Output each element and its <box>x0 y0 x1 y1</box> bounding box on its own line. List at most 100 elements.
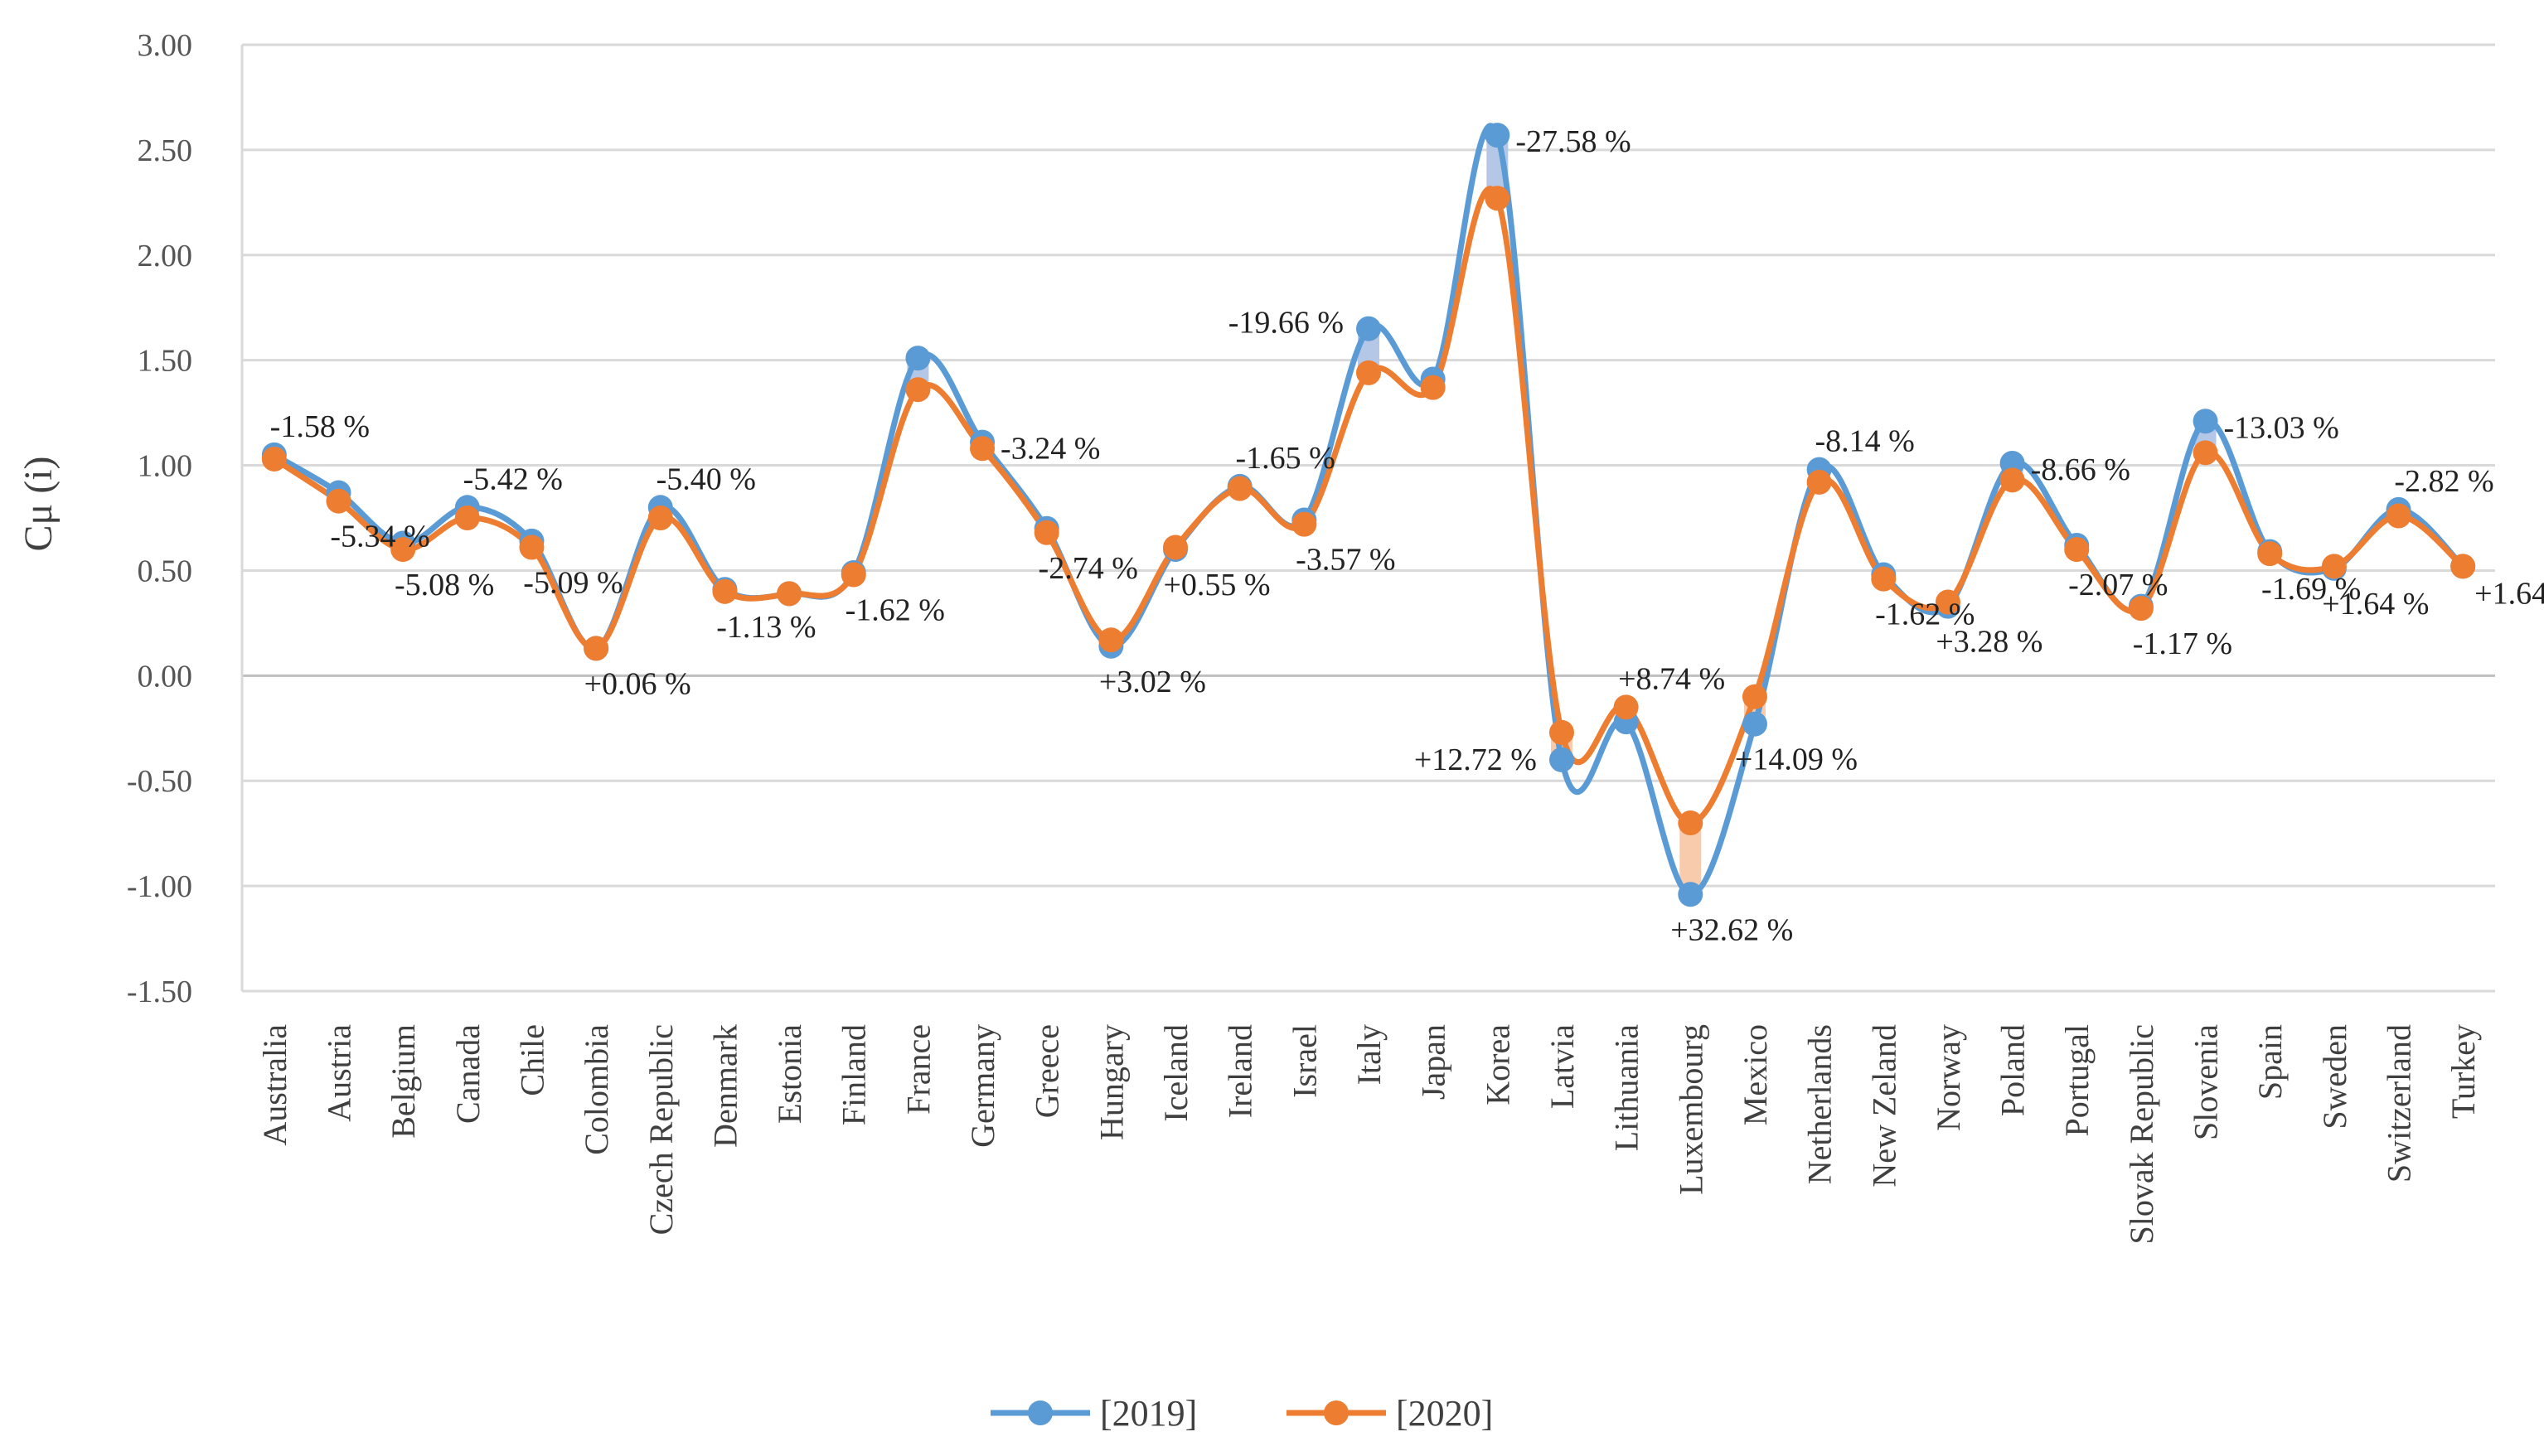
data-point-2020[interactable] <box>647 505 673 530</box>
data-point-2020[interactable] <box>1935 589 1960 615</box>
y-tick-label: -1.00 <box>127 869 192 904</box>
x-tick-label: Germany <box>964 1024 1001 1148</box>
data-label: +3.28 % <box>1936 625 2042 660</box>
y-tick-label: 3.00 <box>138 28 193 63</box>
data-point-2020[interactable] <box>1999 467 2025 493</box>
data-point-2020[interactable] <box>712 578 738 604</box>
x-tick-label: Australia <box>256 1024 293 1146</box>
data-point-2020[interactable] <box>2128 596 2154 622</box>
data-label: -5.34 % <box>330 520 429 554</box>
data-point-2020[interactable] <box>584 636 609 661</box>
data-point-2020[interactable] <box>1485 186 1510 211</box>
data-point-2020[interactable] <box>905 377 931 403</box>
y-tick-label: 1.50 <box>138 344 193 379</box>
data-label: +1.64 % <box>2322 587 2429 622</box>
data-point-2020[interactable] <box>2064 537 2090 563</box>
legend[interactable]: [2019] [2020] <box>991 1393 1493 1434</box>
data-label: -1.65 % <box>1236 441 1335 476</box>
data-point-2020[interactable] <box>390 537 416 563</box>
data-label: -2.74 % <box>1039 551 1138 586</box>
y-tick-label: -1.50 <box>127 975 192 1009</box>
data-label: +0.55 % <box>1163 568 1270 602</box>
data-point-2019[interactable] <box>1485 123 1510 148</box>
legend-marker <box>1028 1400 1053 1425</box>
x-tick-label: Colombia <box>578 1024 615 1155</box>
x-tick-label: Netherlands <box>1801 1024 1839 1184</box>
data-label: -5.08 % <box>395 568 494 602</box>
data-label: -1.17 % <box>2133 626 2232 661</box>
data-label: +12.72 % <box>1414 743 1537 777</box>
x-tick-label: Lithuania <box>1608 1024 1645 1152</box>
data-label: +14.09 % <box>1735 743 1858 777</box>
data-label: -1.69 % <box>2261 572 2361 607</box>
data-label: -1.62 % <box>846 593 945 628</box>
x-tick-label: Estonia <box>771 1024 808 1124</box>
data-point-2020[interactable] <box>326 488 351 514</box>
series-line-2020 <box>272 186 2465 826</box>
data-point-2020[interactable] <box>841 562 866 588</box>
data-point-2020[interactable] <box>1291 511 1317 537</box>
data-point-2019[interactable] <box>905 346 931 371</box>
data-point-2020[interactable] <box>454 505 480 530</box>
data-point-2020[interactable] <box>777 581 802 607</box>
data-point-2020[interactable] <box>1806 469 1832 495</box>
data-point-2020[interactable] <box>1613 694 1639 720</box>
data-point-2020[interactable] <box>261 446 287 472</box>
x-tick-label: Japan <box>1415 1024 1452 1100</box>
data-point-2020[interactable] <box>1227 476 1253 501</box>
data-label: -3.57 % <box>1296 543 1395 578</box>
data-label: +32.62 % <box>1670 912 1793 947</box>
data-point-2020[interactable] <box>970 436 996 462</box>
data-point-2020[interactable] <box>1742 684 1767 709</box>
data-point-2020[interactable] <box>519 535 545 560</box>
data-label: -2.07 % <box>2068 568 2168 602</box>
x-tick-label: Iceland <box>1157 1024 1194 1122</box>
x-tick-label: Korea <box>1479 1024 1516 1105</box>
x-tick-label: Spain <box>2251 1024 2289 1100</box>
data-label: -13.03 % <box>2224 410 2339 445</box>
x-tick-label: Ireland <box>1222 1024 1259 1118</box>
data-point-2020[interactable] <box>1420 375 1446 400</box>
data-point-2020[interactable] <box>2450 554 2476 579</box>
data-point-2020[interactable] <box>2257 541 2283 567</box>
data-label: +8.74 % <box>1618 661 1725 696</box>
x-tick-label: Italy <box>1350 1024 1388 1085</box>
legend-label: [2020] <box>1396 1393 1493 1434</box>
x-tick-label: Greece <box>1029 1024 1066 1118</box>
data-label: -3.24 % <box>1001 432 1100 467</box>
data-point-2020[interactable] <box>1871 566 1897 592</box>
x-tick-label: Belgium <box>385 1024 422 1139</box>
data-point-2020[interactable] <box>1678 810 1703 835</box>
x-tick-label: Mexico <box>1737 1024 1774 1125</box>
x-tick-label: France <box>899 1024 937 1115</box>
data-label: -8.66 % <box>2031 452 2130 487</box>
data-point-2019[interactable] <box>1548 747 1574 772</box>
x-tick-label: Luxembourg <box>1672 1024 1709 1195</box>
x-tick-label: Turkey <box>2445 1024 2482 1119</box>
y-axis-ticks: 3.00 2.50 2.00 1.50 1.00 0.50 0.00 -0.50 -1.00 -1… <box>127 28 192 1009</box>
data-label: +1.64 % <box>2474 576 2544 611</box>
data-point-2020[interactable] <box>2193 440 2218 466</box>
data-point-2019[interactable] <box>1356 316 1381 341</box>
data-point-2020[interactable] <box>1163 535 1189 560</box>
x-tick-label: Austria <box>320 1024 357 1122</box>
data-point-2020[interactable] <box>1098 627 1124 653</box>
data-point-2019[interactable] <box>2193 409 2218 434</box>
data-point-2020[interactable] <box>1548 719 1574 745</box>
x-tick-label: Canada <box>449 1024 487 1124</box>
data-point-2019[interactable] <box>1742 711 1767 737</box>
series-line-2019 <box>273 123 2465 897</box>
y-tick-label: 1.00 <box>138 449 193 484</box>
data-label: -1.58 % <box>270 409 370 444</box>
data-label: -27.58 % <box>1515 124 1631 159</box>
x-tick-label: Czech Republic <box>642 1024 680 1235</box>
data-point-2020[interactable] <box>2386 503 2411 529</box>
data-point-2020[interactable] <box>1356 360 1381 385</box>
data-point-2020[interactable] <box>2321 554 2347 579</box>
y-tick-label: 0.50 <box>138 554 193 588</box>
data-label: -1.62 % <box>1875 597 1975 632</box>
data-point-2020[interactable] <box>1034 520 1059 545</box>
data-point-2019[interactable] <box>1678 882 1703 907</box>
x-tick-label: Latvia <box>1543 1024 1581 1109</box>
x-tick-label: Denmark <box>706 1024 744 1148</box>
